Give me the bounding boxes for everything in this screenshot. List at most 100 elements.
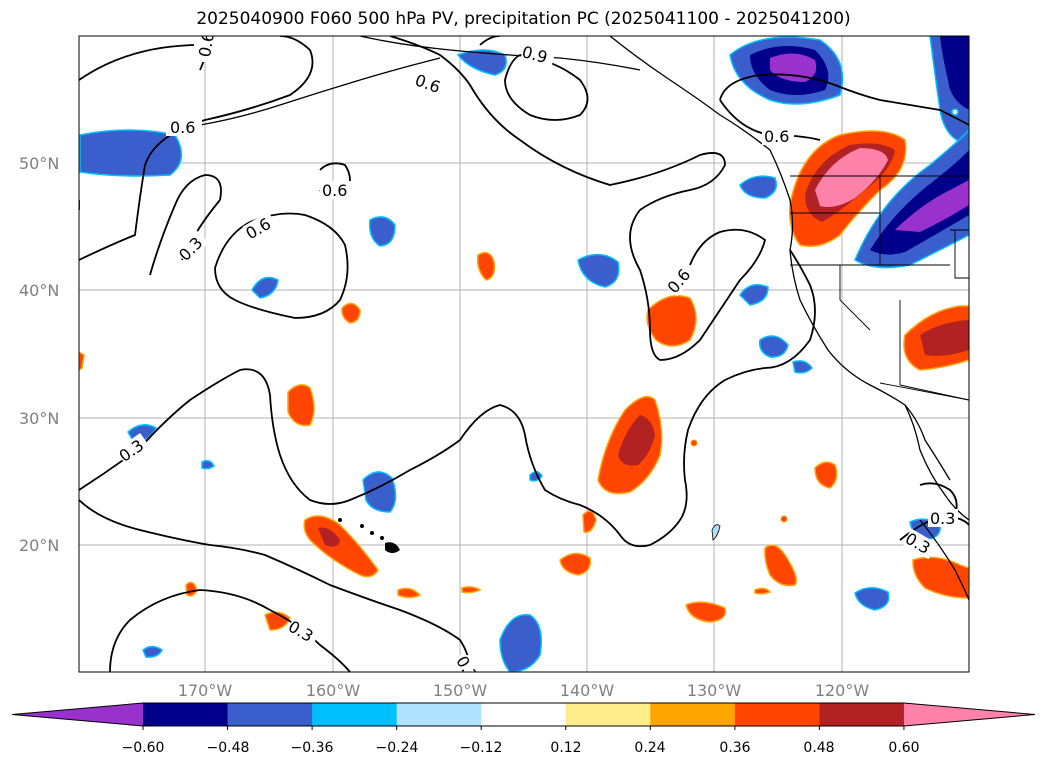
island <box>370 531 374 535</box>
lat-label: 50°N <box>19 154 59 173</box>
colorbar-bin <box>312 703 398 726</box>
colorbar-bin <box>565 703 651 726</box>
lon-label: 140°W <box>560 681 615 700</box>
precip-neg-area <box>142 645 163 658</box>
precip-pos-area <box>287 384 315 427</box>
precip-pos-area <box>814 461 838 489</box>
precip-pos-area <box>618 415 655 466</box>
precip-neg-area <box>711 524 721 541</box>
lat-label: 40°N <box>19 281 59 300</box>
latitude-labels: 50°N 40°N 30°N 20°N <box>19 154 59 555</box>
colorbar-tick-label: 0.48 <box>803 740 834 756</box>
lat-label: 30°N <box>19 409 59 428</box>
baja-coast <box>904 404 951 481</box>
precip-pos-area <box>920 320 969 356</box>
pv-contour <box>919 482 958 516</box>
precip-pos-area <box>318 527 340 547</box>
colorbar-bin <box>143 703 229 726</box>
precip-pos-area <box>690 439 698 447</box>
colorbar-tick-label: −0.36 <box>291 740 334 756</box>
precip-neg-area <box>456 49 507 76</box>
precip-neg-area <box>854 587 890 611</box>
lon-label: 170°W <box>178 681 233 700</box>
island <box>338 518 342 522</box>
map-background <box>79 36 969 672</box>
colorbar <box>11 702 1036 730</box>
colorbar-tick-label: −0.48 <box>207 740 250 756</box>
precip-pos-area <box>341 302 361 324</box>
precip-neg-area <box>201 459 215 470</box>
island <box>380 536 384 540</box>
contour-label: 0.6 <box>764 127 789 146</box>
contour-label: 0.3 <box>930 509 955 528</box>
precip-pos-area <box>815 148 888 207</box>
island <box>360 524 364 528</box>
colorbar-tick-label: −0.24 <box>376 740 419 756</box>
longitude-labels: 170°W 160°W 150°W 140°W 130°W 120°W <box>178 681 870 700</box>
precip-pos-area <box>582 510 597 533</box>
pv-contours <box>79 36 969 672</box>
colorbar-tick-label: 0.36 <box>719 740 750 756</box>
precip-neg-area <box>368 216 396 247</box>
pv-contour <box>79 44 201 81</box>
colorbar-tick-label: −0.12 <box>460 740 503 756</box>
aleutian-islands <box>199 57 441 126</box>
precip-pos-area <box>685 601 727 623</box>
colorbar-bin <box>396 703 482 726</box>
pv-contour <box>109 589 351 672</box>
precip-pos-area <box>397 587 422 599</box>
precip-pos-area <box>764 544 797 587</box>
pv-contour <box>79 36 314 261</box>
state-borders <box>790 176 969 401</box>
colorbar-bin <box>734 703 820 726</box>
borders <box>790 175 969 401</box>
colorbar-bin <box>650 703 736 726</box>
lon-label: 160°W <box>306 681 361 700</box>
precip-neg-area <box>940 36 969 110</box>
precip-neg-area <box>739 284 769 306</box>
precip-neg-area <box>577 253 620 288</box>
lon-label: 120°W <box>815 681 870 700</box>
pv-contour <box>504 54 589 121</box>
precip-pos-area <box>912 556 969 599</box>
colorbar-ticks: −0.60 −0.48 −0.36 −0.24 −0.12 0.12 0.24 … <box>122 740 920 756</box>
lat-label: 20°N <box>19 536 59 555</box>
station-marker <box>951 108 959 116</box>
colorbar-extend-min <box>12 703 143 726</box>
north-america-coast <box>609 36 969 521</box>
pv-contour <box>79 249 816 548</box>
hawaii-islands <box>338 518 400 553</box>
map-content: 0.6 0.6 0.9 0.6 0.6 0.6 0.3 0.6 0.6 0.3 … <box>79 30 969 672</box>
precip-neg-area <box>79 129 183 177</box>
colorbar-tick-label: −0.60 <box>122 740 165 756</box>
contour-label: 0.6 <box>170 118 195 137</box>
colorbar-bin <box>819 703 905 726</box>
precip-pos-area <box>559 552 591 576</box>
coastlines <box>199 36 969 601</box>
pv-contour <box>79 499 471 672</box>
precip-pos-area <box>780 515 788 523</box>
colorbar-extend-max <box>903 703 1035 726</box>
colorbar-tick-label: 0.60 <box>888 740 919 756</box>
mexico-coast <box>919 519 969 601</box>
island <box>385 542 400 553</box>
contour-label: 0.6 <box>322 181 347 200</box>
precip-pos-area <box>79 351 85 371</box>
pv-contour <box>149 174 222 276</box>
colorbar-bin <box>481 703 567 726</box>
precip-neg-area <box>739 175 777 199</box>
colorbar-tick-label: 0.24 <box>634 740 665 756</box>
alaska-coast <box>359 36 641 71</box>
map-frame <box>78 35 970 673</box>
pv-contour <box>719 73 969 126</box>
lon-label: 130°W <box>687 681 742 700</box>
gridlines <box>79 36 969 672</box>
precip-neg-area <box>792 360 813 374</box>
precip-fills <box>79 36 969 672</box>
precip-neg-area <box>251 276 279 299</box>
contour-label: 0.6 <box>195 30 218 58</box>
precip-neg-area <box>758 335 789 358</box>
precip-pos-area <box>476 251 496 281</box>
map-title: 2025040900 F060 500 hPa PV, precipitatio… <box>196 9 851 29</box>
